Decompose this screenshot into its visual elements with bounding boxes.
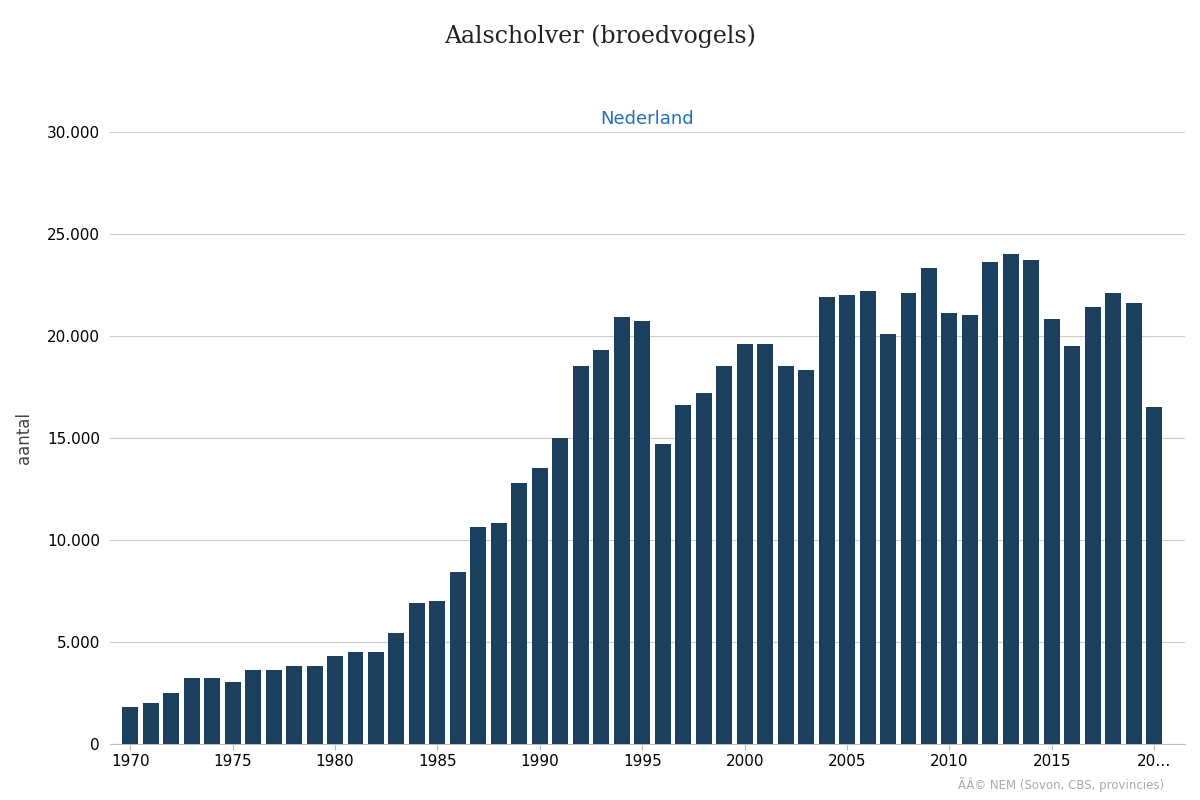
Bar — [368, 652, 384, 743]
Bar — [818, 297, 834, 743]
Bar — [348, 652, 364, 743]
Bar — [737, 344, 752, 743]
Bar — [1064, 346, 1080, 743]
Title: Nederland: Nederland — [600, 110, 694, 127]
Bar — [839, 295, 856, 743]
Bar — [552, 438, 569, 743]
Bar — [204, 678, 220, 743]
Bar — [430, 601, 445, 743]
Bar — [450, 572, 466, 743]
Bar — [613, 318, 630, 743]
Bar — [1146, 407, 1163, 743]
Bar — [593, 350, 610, 743]
Bar — [696, 393, 712, 743]
Bar — [1085, 307, 1100, 743]
Bar — [859, 291, 876, 743]
Bar — [676, 405, 691, 743]
Bar — [1003, 254, 1019, 743]
Bar — [716, 366, 732, 743]
Bar — [328, 656, 343, 743]
Bar — [286, 666, 302, 743]
Bar — [491, 523, 506, 743]
Bar — [572, 366, 589, 743]
Bar — [983, 262, 998, 743]
Text: ÃÂ© NEM (Sovon, CBS, provincies): ÃÂ© NEM (Sovon, CBS, provincies) — [958, 777, 1164, 792]
Bar — [511, 482, 527, 743]
Text: Aalscholver (broedvogels): Aalscholver (broedvogels) — [444, 24, 756, 47]
Bar — [470, 527, 486, 743]
Bar — [1105, 293, 1121, 743]
Bar — [122, 707, 138, 743]
Bar — [1044, 319, 1060, 743]
Bar — [143, 703, 158, 743]
Bar — [389, 634, 404, 743]
Bar — [1126, 303, 1141, 743]
Bar — [1024, 260, 1039, 743]
Bar — [635, 322, 650, 743]
Bar — [245, 670, 262, 743]
Bar — [880, 334, 896, 743]
Bar — [942, 314, 958, 743]
Bar — [655, 444, 671, 743]
Bar — [265, 670, 282, 743]
Bar — [409, 603, 425, 743]
Bar — [532, 468, 548, 743]
Bar — [184, 678, 199, 743]
Y-axis label: aantal: aantal — [14, 412, 32, 464]
Bar — [920, 269, 937, 743]
Bar — [778, 366, 793, 743]
Bar — [224, 682, 241, 743]
Bar — [962, 315, 978, 743]
Bar — [900, 293, 917, 743]
Bar — [163, 693, 179, 743]
Bar — [798, 370, 814, 743]
Bar — [757, 344, 773, 743]
Bar — [306, 666, 323, 743]
